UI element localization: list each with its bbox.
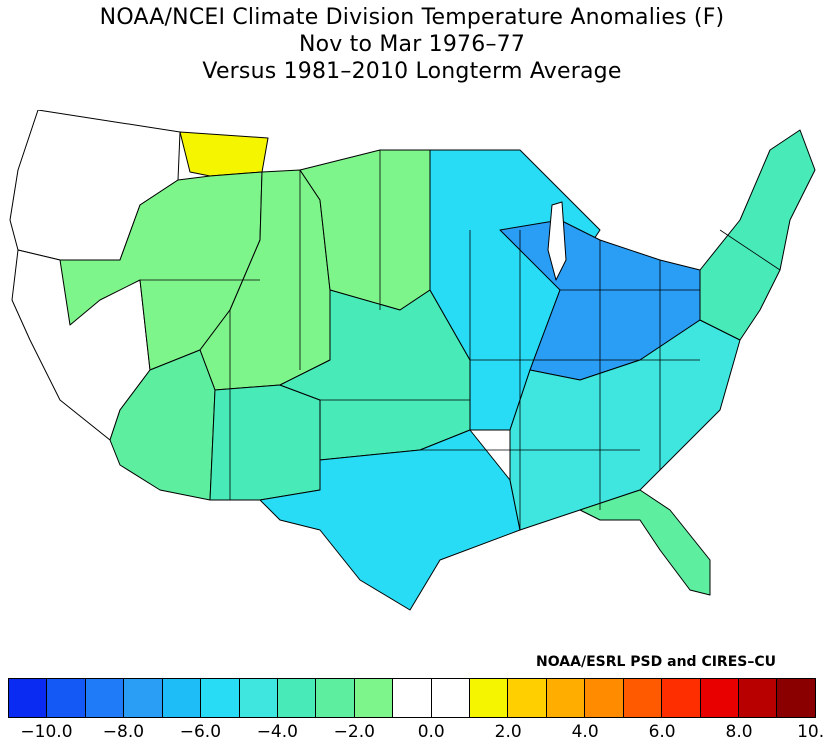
region-northeast: [699, 129, 816, 341]
legend-swatch: [162, 679, 202, 717]
legend-swatch: [508, 679, 547, 717]
map-period: Nov to Mar 1976–77: [298, 32, 526, 57]
legend-tick-label: 8.0: [725, 722, 753, 742]
lake-michigan: [547, 201, 567, 281]
legend-swatch: [585, 679, 624, 717]
legend-tick-label: 2.0: [494, 722, 522, 742]
legend-swatch: [201, 679, 240, 717]
legend-swatch: [316, 679, 355, 717]
legend-swatch: [277, 679, 317, 717]
us-climate-division-map: [9, 110, 816, 611]
region-montana-west: [179, 131, 269, 177]
legend-tick-label: 10.0: [797, 722, 824, 742]
map-title: NOAA/NCEI Climate Division Temperature A…: [99, 5, 725, 30]
legend-swatch: [47, 679, 86, 717]
division-lines: [140, 150, 781, 530]
legend-swatch: [662, 679, 701, 717]
legend-swatch: [85, 679, 125, 717]
legend-swatch: [777, 679, 815, 717]
region-new-mexico: [209, 384, 321, 501]
legend-swatch: [393, 679, 432, 717]
color-legend: [8, 678, 816, 718]
legend-swatch: [739, 679, 778, 717]
legend-swatch: [623, 679, 663, 717]
legend-swatch: [546, 679, 586, 717]
legend-tick-label: 6.0: [648, 722, 676, 742]
legend-tick-label: −6.0: [179, 722, 222, 742]
data-credit: NOAA/ESRL PSD and CIRES–CU: [536, 654, 776, 670]
legend-tick-label: 4.0: [571, 722, 599, 742]
legend-swatch: [354, 679, 394, 717]
legend-swatch: [124, 679, 163, 717]
legend-swatch: [239, 679, 278, 717]
legend-swatch: [700, 679, 740, 717]
legend-tick-label: −4.0: [256, 722, 298, 742]
legend-tick-label: −2.0: [333, 722, 375, 742]
map-baseline: Versus 1981–2010 Longterm Average: [202, 59, 622, 84]
legend-swatch: [9, 679, 48, 717]
legend-swatch: [470, 679, 509, 717]
region-florida: [579, 489, 711, 596]
title-block: NOAA/NCEI Climate Division Temperature A…: [0, 4, 824, 85]
legend-tick-label: 0.0: [417, 722, 445, 742]
legend-ticks: −10.0 −8.0 −6.0 −4.0 −2.0 0.0 2.0 4.0 6.0 8.0 10.0: [8, 722, 824, 742]
legend-tick-label: −10.0: [20, 722, 73, 742]
legend-swatch: [431, 679, 471, 717]
legend-tick-label: −8.0: [102, 722, 145, 742]
